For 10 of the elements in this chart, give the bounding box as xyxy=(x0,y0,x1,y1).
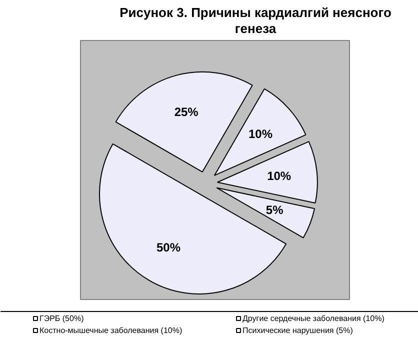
legend-label: ГЭРБ (50%) xyxy=(40,314,84,323)
data-label: 10% xyxy=(267,168,292,183)
legend-label: Другие сердечные заболевания (10%) xyxy=(242,314,385,323)
data-label: 10% xyxy=(248,126,273,141)
data-label: 50% xyxy=(156,240,181,255)
data-label: 5% xyxy=(266,203,284,218)
chart-title: Рисунок 3. Причины кардиалгий неясного генеза xyxy=(120,5,392,36)
data-label: 25% xyxy=(174,105,199,120)
legend-label: Костно-мышечные заболевания (10%) xyxy=(40,326,182,335)
legend-label: Психические нарушения (5%) xyxy=(242,326,354,335)
